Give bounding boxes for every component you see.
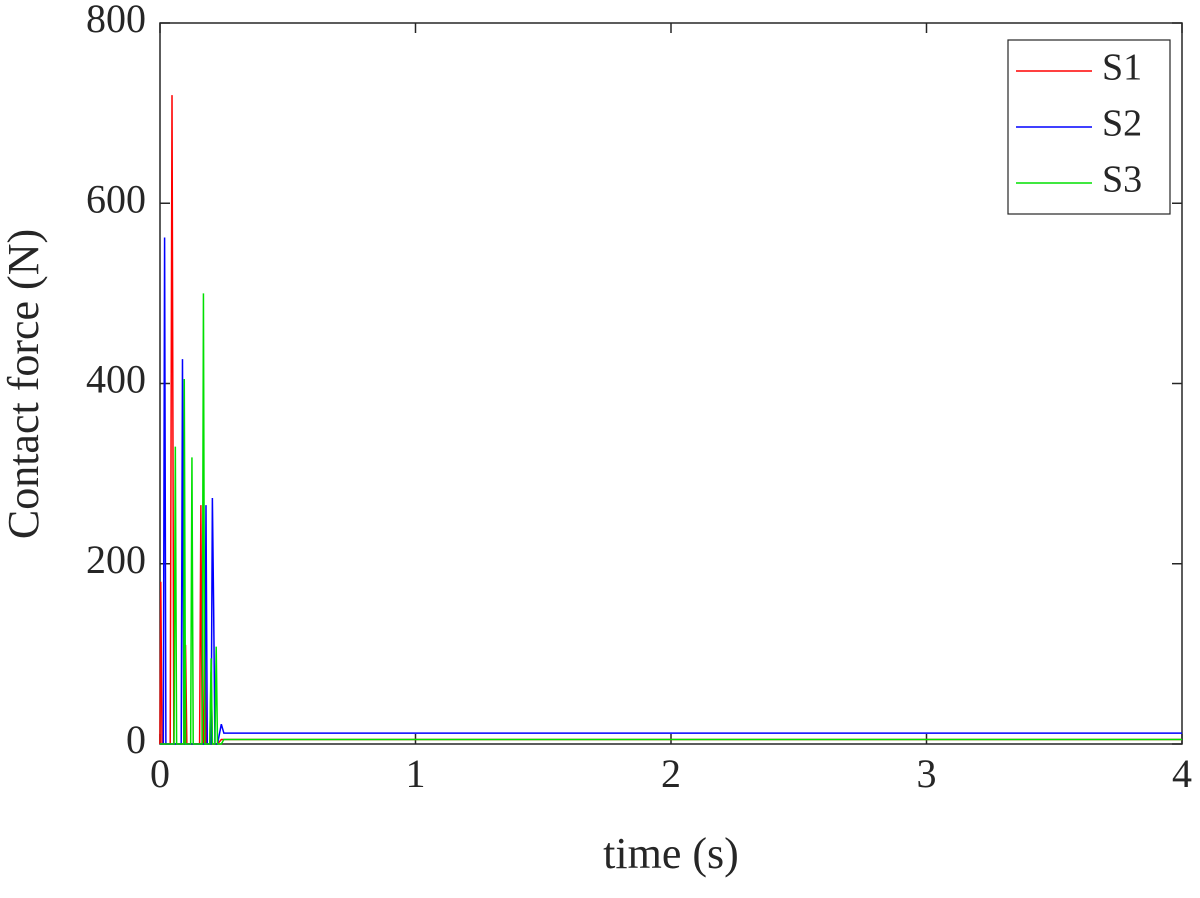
y-tick-label: 800 [86,0,146,41]
y-tick-label: 600 [86,176,146,221]
x-tick-label: 0 [150,751,170,796]
y-tick-label: 0 [126,717,146,762]
x-tick-label: 2 [661,751,681,796]
legend-label: S2 [1102,103,1142,145]
x-tick-label: 1 [406,751,426,796]
legend-label: S1 [1102,47,1142,89]
legend-label: S3 [1102,159,1142,201]
x-tick-label: 3 [917,751,937,796]
x-tick-label: 4 [1172,751,1192,796]
series-line [160,293,1182,745]
x-axis-label: time (s) [603,829,739,878]
y-tick-label: 200 [86,537,146,582]
y-axis-label: Contact force (N) [0,229,48,539]
y-tick-label: 400 [86,357,146,402]
